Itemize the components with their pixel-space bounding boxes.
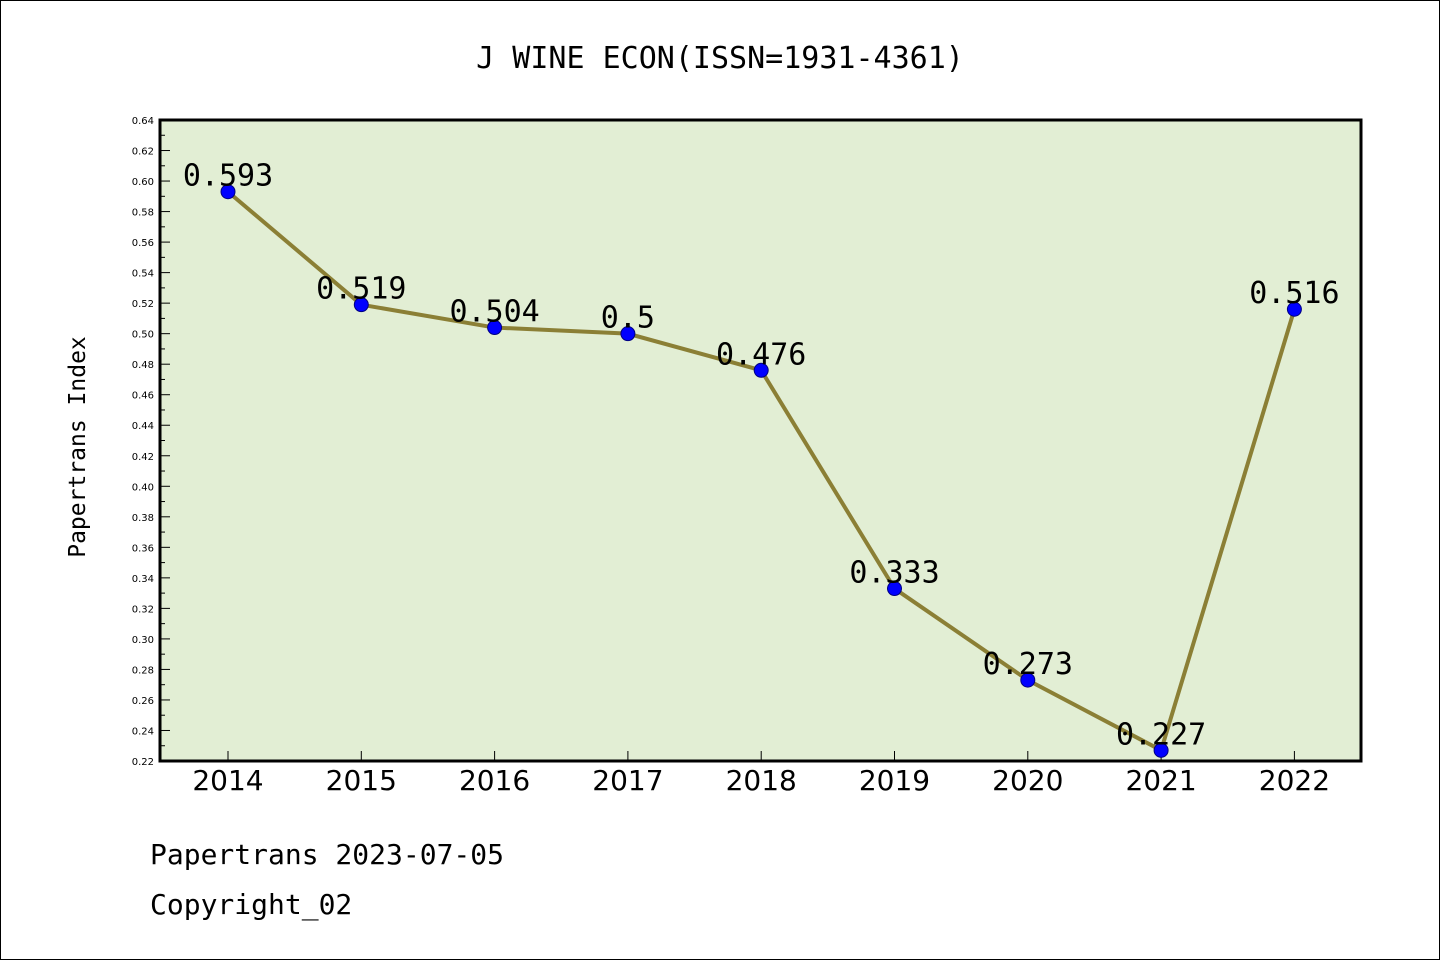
x-tick-label: 2022 — [1259, 764, 1330, 797]
data-label: 0.273 — [983, 647, 1073, 682]
marker-layer — [220, 184, 1302, 758]
data-label: 0.333 — [849, 556, 939, 591]
y-tick-label: 0.56 — [132, 238, 154, 249]
data-point — [353, 297, 369, 313]
y-axis-ticks: 0.22 0.24 0.26 0.28 0.30 0.32 0.34 0.36 0.38 0.40… — [132, 116, 170, 768]
data-label: 0.227 — [1116, 717, 1206, 752]
y-axis-label: Papertrans Index — [65, 336, 91, 558]
data-point — [1286, 301, 1302, 317]
data-label: 0.5 — [601, 301, 655, 336]
footer-date: Papertrans 2023-07-05 — [150, 838, 504, 871]
data-label-layer: 0.593 0.519 0.504 0.5 0.476 0.333 0.273 0.227 0.… — [183, 159, 1340, 753]
y-tick-label: 0.28 — [132, 665, 154, 676]
y-tick-label: 0.24 — [132, 726, 154, 737]
x-tick-label: 2017 — [592, 764, 663, 797]
y-tick-label: 0.48 — [132, 360, 154, 371]
x-tick-label: 2020 — [992, 764, 1063, 797]
y-tick-label: 0.54 — [132, 269, 154, 280]
x-tick-label: 2015 — [326, 764, 397, 797]
footer-copyright: Copyright_02 — [150, 888, 352, 922]
x-axis-ticks: 2014 2015 2016 2017 2018 2019 2020 2021 2022 — [192, 751, 1330, 797]
data-point — [487, 320, 503, 336]
y-tick-label: 0.58 — [132, 208, 154, 219]
data-label: 0.516 — [1249, 276, 1339, 311]
y-tick-label: 0.62 — [132, 147, 154, 158]
plot-area — [158, 118, 1363, 763]
y-tick-label: 0.42 — [132, 452, 154, 463]
y-tick-label: 0.32 — [132, 604, 154, 615]
y-tick-label: 0.34 — [132, 574, 154, 585]
x-tick-label: 2016 — [459, 764, 530, 797]
y-tick-label: 0.44 — [132, 421, 154, 432]
y-tick-label: 0.38 — [132, 513, 154, 524]
x-tick-label: 2021 — [1125, 764, 1196, 797]
data-label: 0.476 — [716, 337, 806, 372]
y-tick-label: 0.60 — [132, 177, 154, 188]
data-label: 0.593 — [183, 159, 273, 194]
y-tick-label: 0.36 — [132, 543, 154, 554]
data-point — [1153, 742, 1169, 758]
y-tick-label: 0.26 — [132, 696, 154, 707]
chart-title: J WINE ECON(ISSN=1931-4361) — [476, 41, 964, 76]
y-tick-label: 0.30 — [132, 635, 154, 646]
y-tick-label: 0.52 — [132, 299, 154, 310]
y-tick-label: 0.50 — [132, 330, 154, 341]
y-tick-label: 0.40 — [132, 482, 154, 493]
x-tick-label: 2018 — [726, 764, 797, 797]
data-label: 0.504 — [449, 295, 539, 330]
data-point — [887, 581, 902, 597]
data-point — [753, 362, 769, 378]
data-point — [1020, 672, 1036, 688]
data-label: 0.519 — [316, 272, 406, 307]
x-tick-label: 2019 — [859, 764, 930, 797]
data-point — [220, 184, 236, 200]
y-tick-label: 0.22 — [132, 757, 154, 768]
y-tick-label: 0.46 — [132, 391, 154, 402]
x-tick-label: 2014 — [192, 764, 263, 797]
y-tick-label: 0.64 — [132, 116, 154, 127]
data-point — [620, 326, 636, 342]
